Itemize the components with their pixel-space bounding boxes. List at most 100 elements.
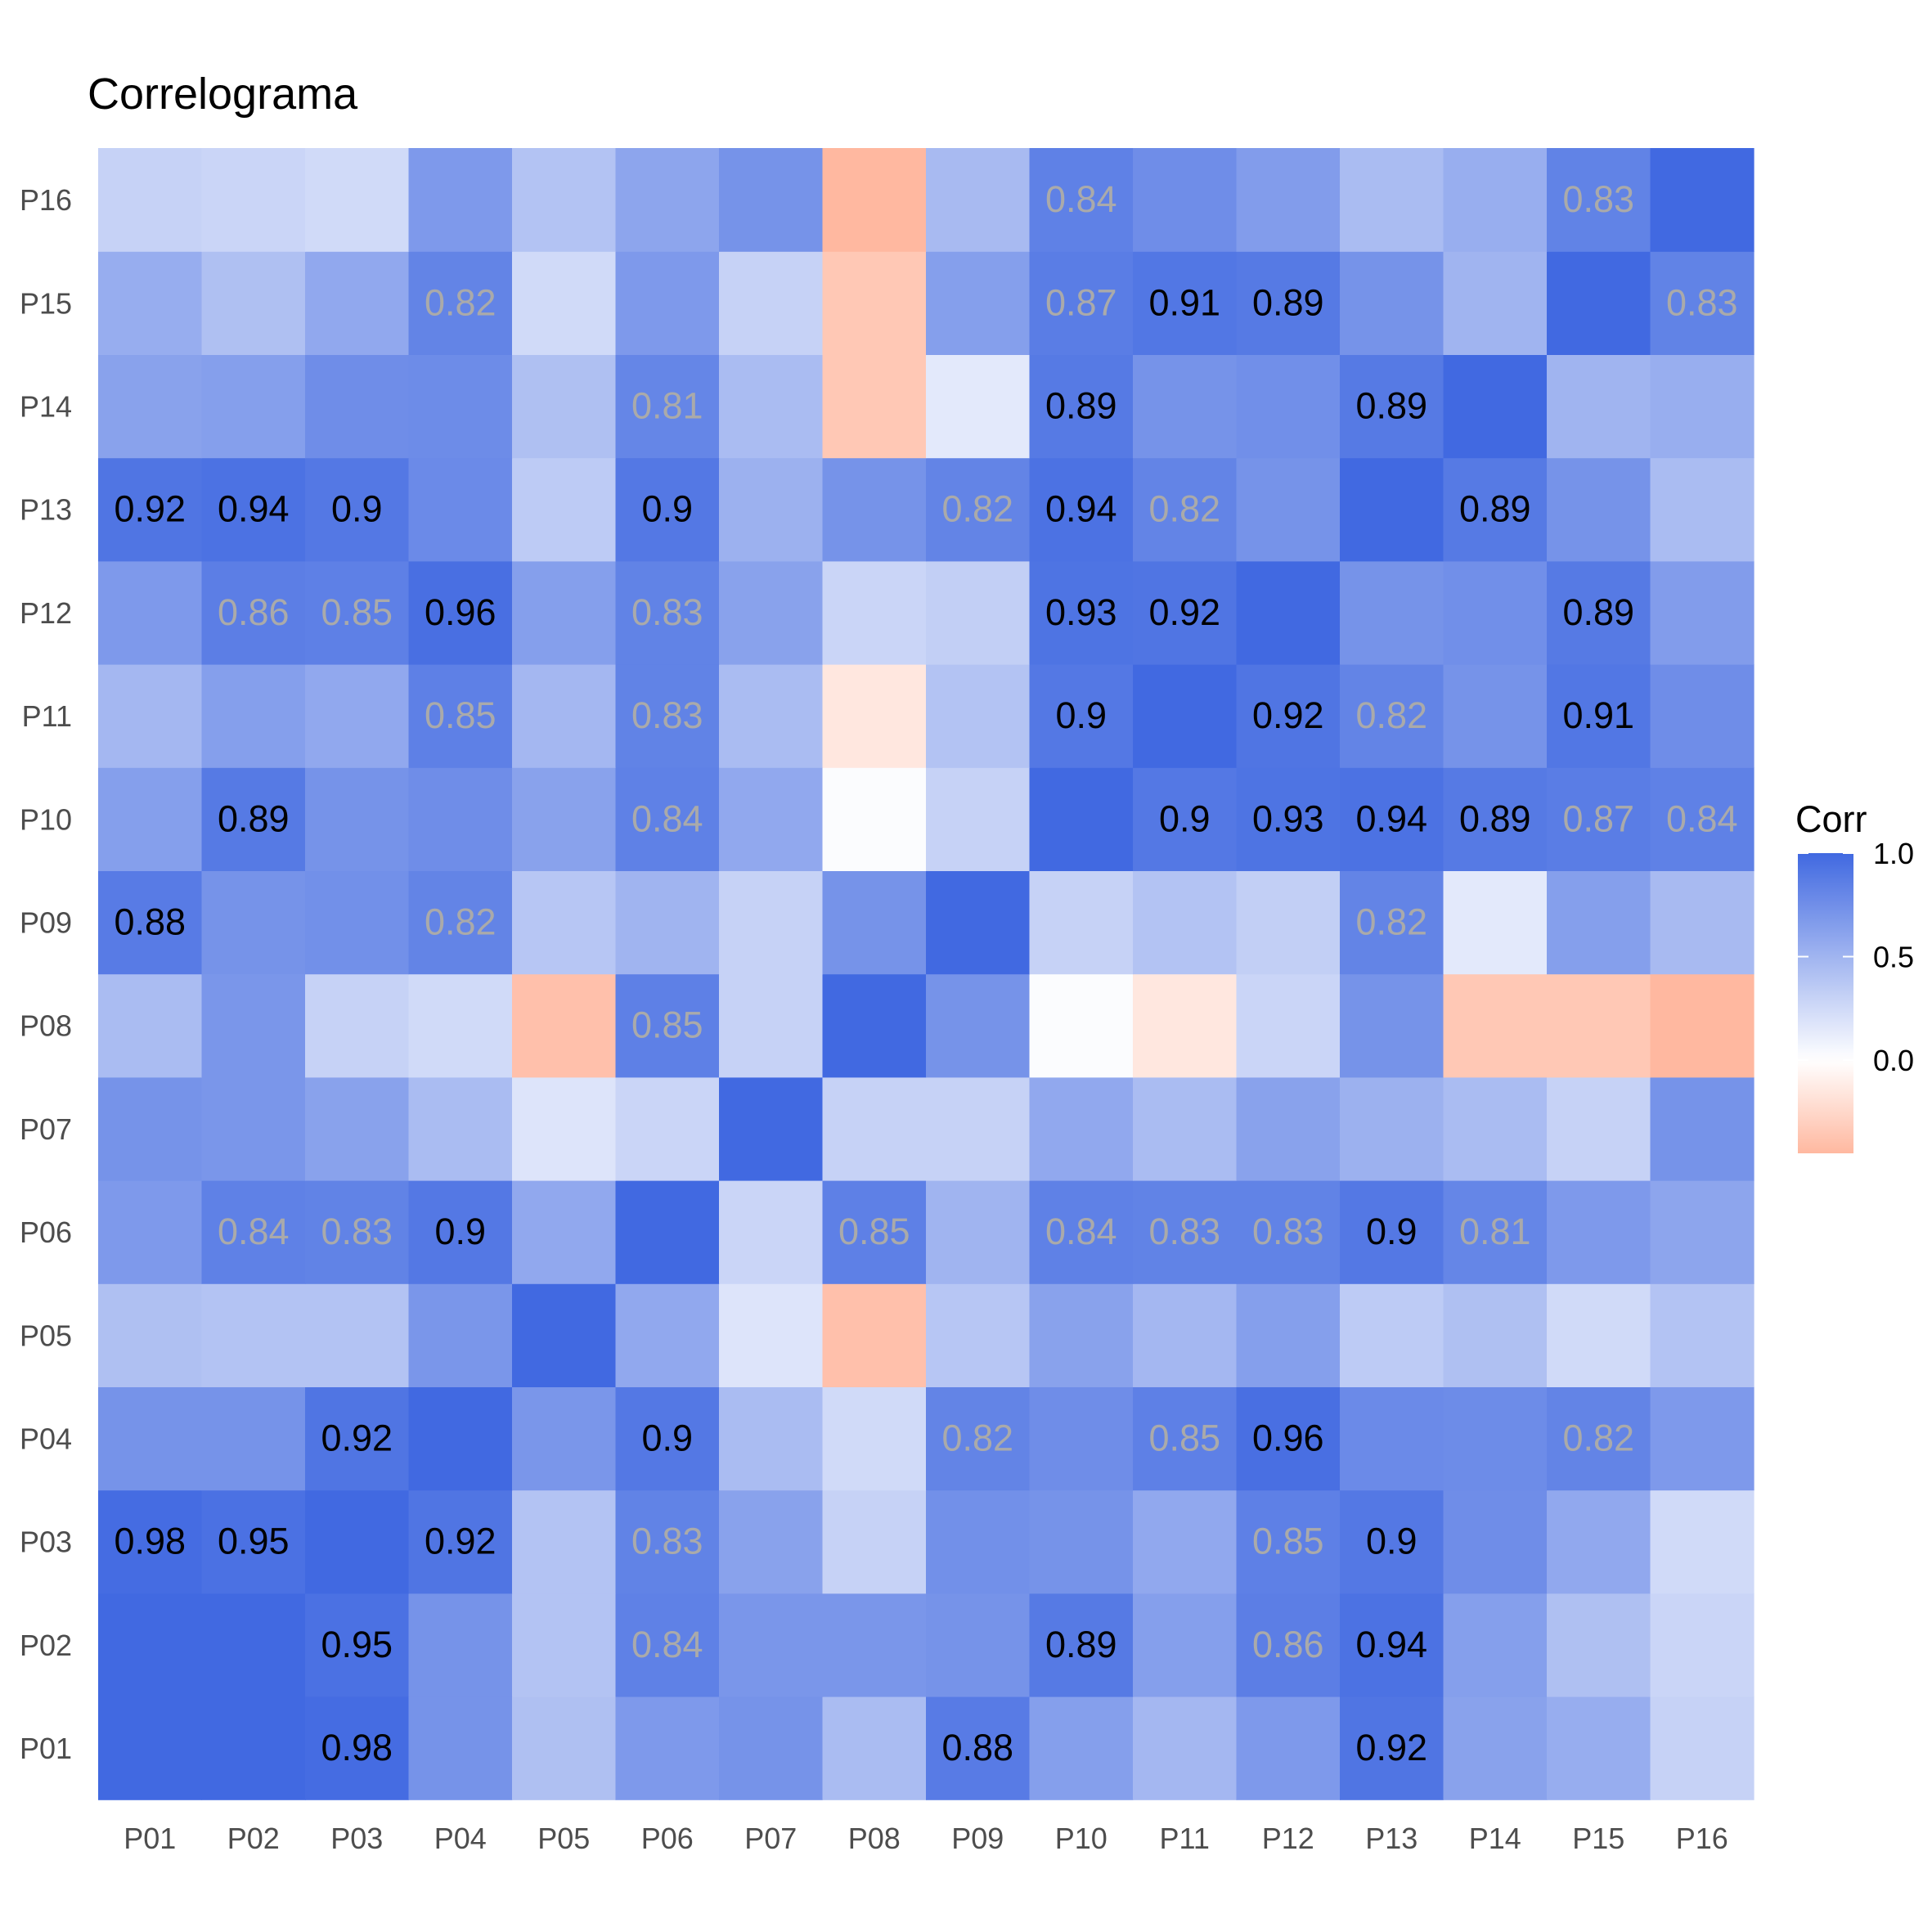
heatmap-cell-P13-P12 bbox=[1236, 457, 1341, 562]
x-axis-tick-labels: P01 P02 P03 P04 P05 P06 P07 P08 P09 P10 P11 P12 P13 P… bbox=[124, 1822, 1728, 1855]
heatmap-cell-P15-P07 bbox=[719, 251, 824, 355]
heatmap-cell-P02-P15 bbox=[1547, 1593, 1651, 1697]
heatmap-cell-P10-P06 bbox=[615, 767, 720, 871]
heatmap-cell-P03-P07 bbox=[719, 1489, 824, 1594]
cell-label-P03-P02: 0.95 bbox=[218, 1521, 290, 1562]
heatmap-cell-P04-P13 bbox=[1340, 1386, 1445, 1491]
cell-label-P03-P01: 0.98 bbox=[114, 1521, 186, 1562]
cell-label-P10-P15: 0.87 bbox=[1562, 798, 1634, 839]
cell-label-P11-P12: 0.92 bbox=[1252, 694, 1324, 736]
heatmap-cell-P16-P13 bbox=[1340, 148, 1445, 252]
heatmap-cell-P03-P04 bbox=[408, 1489, 513, 1594]
heatmap-cell-P01-P02 bbox=[201, 1696, 306, 1800]
heatmap-cell-P03-P10 bbox=[1029, 1489, 1134, 1594]
heatmap-cell-P01-P09 bbox=[926, 1696, 1031, 1800]
cell-label-P04-P11: 0.85 bbox=[1148, 1418, 1220, 1459]
cell-label-P01-P09: 0.88 bbox=[941, 1727, 1013, 1768]
heatmap-cell-P16-P14 bbox=[1443, 148, 1548, 252]
x-tick-label-P13: P13 bbox=[1365, 1822, 1418, 1855]
y-tick-label-P07: P07 bbox=[20, 1112, 72, 1146]
legend-ticks: 1.0 0.5 0.0 bbox=[1798, 837, 1914, 1077]
heatmap-cell-P16-P05 bbox=[512, 148, 617, 252]
heatmap-cell-P07-P06 bbox=[615, 1076, 720, 1181]
heatmap-cell-P06-P10 bbox=[1029, 1180, 1134, 1284]
cell-label-P06-P11: 0.83 bbox=[1148, 1211, 1220, 1252]
cell-label-P12-P15: 0.89 bbox=[1562, 591, 1634, 633]
cell-label-P13-P01: 0.92 bbox=[114, 488, 186, 530]
heatmap-cell-P13-P02 bbox=[201, 457, 306, 562]
cell-label-P14-P13: 0.89 bbox=[1355, 385, 1427, 427]
heatmap-cell-P02-P09 bbox=[926, 1593, 1031, 1697]
heatmap-cell-P01-P15 bbox=[1547, 1696, 1651, 1800]
heatmap-cell-P03-P14 bbox=[1443, 1489, 1548, 1594]
heatmap-cell-P01-P08 bbox=[822, 1696, 927, 1800]
x-tick-label-P06: P06 bbox=[641, 1822, 694, 1855]
chart-title: Correlograma bbox=[88, 70, 358, 119]
heatmap-cell-P09-P09 bbox=[926, 870, 1031, 975]
heatmap-cell-P08-P03 bbox=[305, 973, 410, 1078]
heatmap-cell-P05-P11 bbox=[1133, 1283, 1238, 1387]
cell-label-P11-P04: 0.85 bbox=[425, 694, 496, 736]
heatmap-cell-P07-P14 bbox=[1443, 1076, 1548, 1181]
cell-label-P11-P13: 0.82 bbox=[1355, 694, 1427, 736]
y-tick-label-P12: P12 bbox=[20, 596, 72, 630]
cell-label-P06-P02: 0.84 bbox=[218, 1211, 290, 1252]
heatmap-cell-P04-P05 bbox=[512, 1386, 617, 1491]
heatmap-cell-P01-P05 bbox=[512, 1696, 617, 1800]
heatmap-cell-P06-P09 bbox=[926, 1180, 1031, 1284]
heatmap-cell-P10-P01 bbox=[98, 767, 203, 871]
heatmap-cell-P11-P06 bbox=[615, 664, 720, 768]
heatmap-cell-P13-P03 bbox=[305, 457, 410, 562]
heatmap-cell-P10-P14 bbox=[1443, 767, 1548, 871]
cell-label-P12-P03: 0.85 bbox=[321, 591, 393, 633]
heatmap-cell-P13-P10 bbox=[1029, 457, 1134, 562]
heatmap-cell-P09-P01 bbox=[98, 870, 203, 975]
heatmap-cell-P07-P05 bbox=[512, 1076, 617, 1181]
heatmap-cell-P16-P16 bbox=[1650, 148, 1755, 252]
heatmap-cell-P02-P14 bbox=[1443, 1593, 1548, 1697]
color-legend: Corr 1.0 0.5 0.0 bbox=[1795, 798, 1914, 1153]
heatmap-cell-P04-P09 bbox=[926, 1386, 1031, 1491]
heatmap-cell-P07-P09 bbox=[926, 1076, 1031, 1181]
heatmap-cell-P14-P08 bbox=[822, 354, 927, 459]
heatmap-cell-P15-P14 bbox=[1443, 251, 1548, 355]
heatmap-cell-P15-P03 bbox=[305, 251, 410, 355]
heatmap-cell-P02-P12 bbox=[1236, 1593, 1341, 1697]
heatmap-cell-P15-P06 bbox=[615, 251, 720, 355]
heatmap-cell-P09-P07 bbox=[719, 870, 824, 975]
cell-label-P13-P11: 0.82 bbox=[1148, 488, 1220, 530]
heatmap-cell-P06-P14 bbox=[1443, 1180, 1548, 1284]
heatmap-cell-P13-P14 bbox=[1443, 457, 1548, 562]
heatmap-cell-P05-P04 bbox=[408, 1283, 513, 1387]
heatmap-cell-P03-P05 bbox=[512, 1489, 617, 1594]
heatmap-cell-P05-P10 bbox=[1029, 1283, 1134, 1387]
heatmap-cell-P13-P07 bbox=[719, 457, 824, 562]
heatmap-cell-P09-P10 bbox=[1029, 870, 1134, 975]
heatmap-cell-P01-P13 bbox=[1340, 1696, 1445, 1800]
heatmap-cell-P15-P04 bbox=[408, 251, 513, 355]
heatmap-cell-P16-P03 bbox=[305, 148, 410, 252]
heatmap-cell-P12-P10 bbox=[1029, 560, 1134, 665]
heatmap-cell-P07-P07 bbox=[719, 1076, 824, 1181]
cell-label-P12-P06: 0.83 bbox=[631, 591, 703, 633]
heatmap-cell-P09-P14 bbox=[1443, 870, 1548, 975]
cell-label-P10-P06: 0.84 bbox=[631, 798, 703, 839]
y-tick-label-P04: P04 bbox=[20, 1422, 72, 1456]
heatmap-cell-P06-P08 bbox=[822, 1180, 927, 1284]
heatmap-cell-P13-P08 bbox=[822, 457, 927, 562]
heatmap-cell-P14-P05 bbox=[512, 354, 617, 459]
heatmap-cell-P02-P16 bbox=[1650, 1593, 1755, 1697]
heatmap-cell-P13-P11 bbox=[1133, 457, 1238, 562]
cell-label-P10-P11: 0.9 bbox=[1159, 798, 1211, 839]
heatmap-cell-P15-P15 bbox=[1547, 251, 1651, 355]
heatmap-cell-P11-P05 bbox=[512, 664, 617, 768]
y-tick-label-P10: P10 bbox=[20, 802, 72, 836]
heatmap-cell-P13-P06 bbox=[615, 457, 720, 562]
legend-colorbar bbox=[1798, 853, 1853, 1153]
heatmap-cell-P10-P07 bbox=[719, 767, 824, 871]
heatmap-cell-P03-P09 bbox=[926, 1489, 1031, 1594]
heatmap-cell-P10-P16 bbox=[1650, 767, 1755, 871]
heatmap-cells bbox=[98, 148, 1755, 1800]
cell-label-P02-P03: 0.95 bbox=[321, 1624, 393, 1665]
heatmap-cell-P08-P08 bbox=[822, 973, 927, 1078]
